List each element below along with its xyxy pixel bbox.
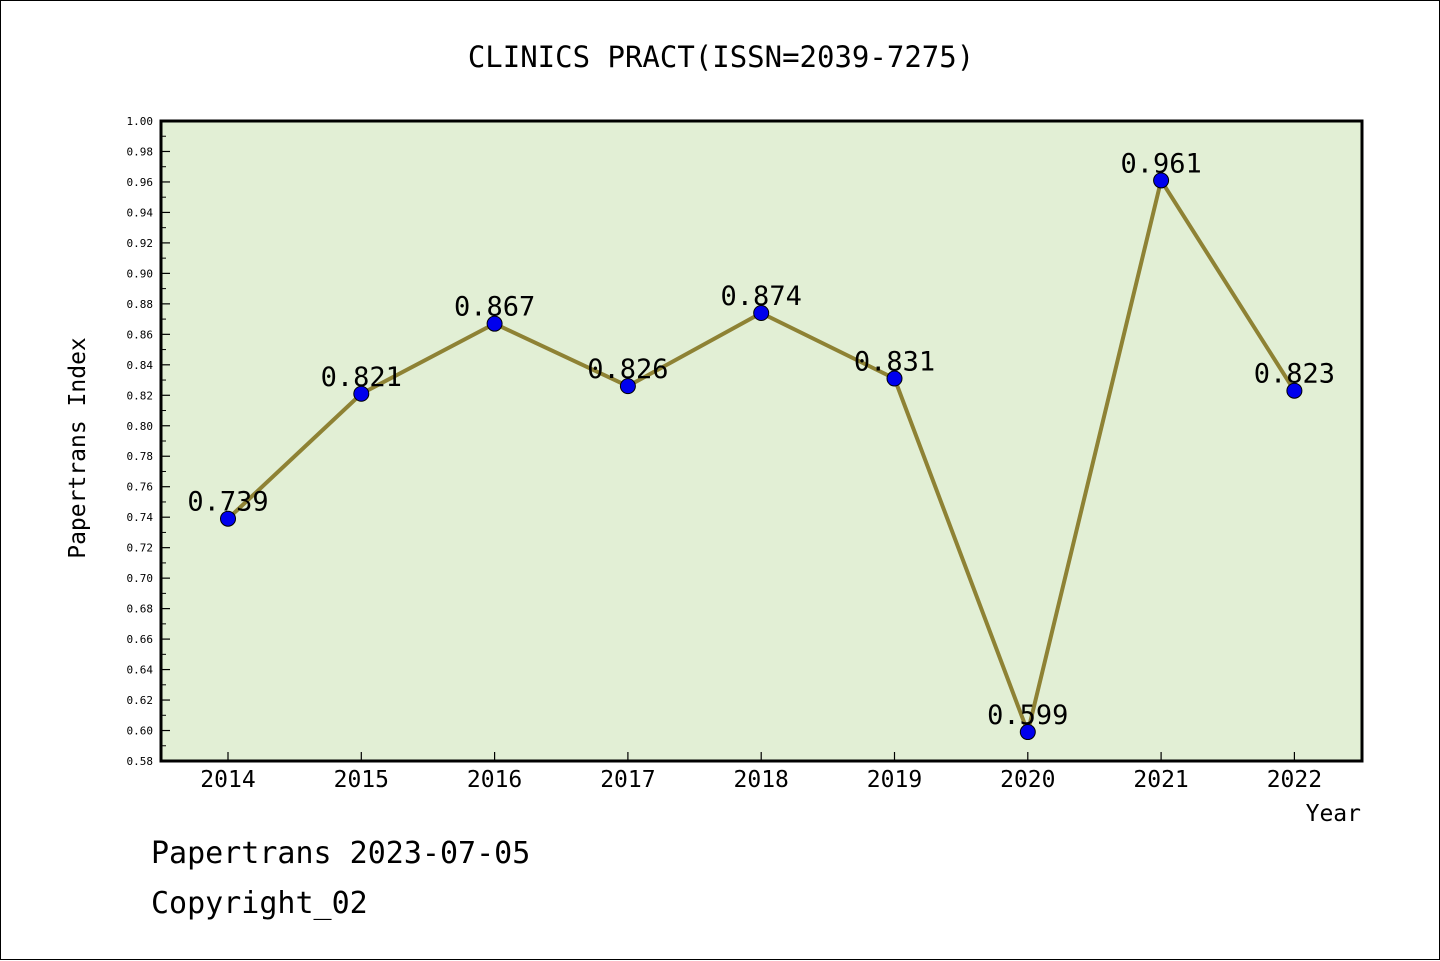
x-tick-label: 2022 [1267, 767, 1322, 793]
y-tick-label: 0.92 [127, 237, 154, 250]
y-tick-label: 0.74 [127, 511, 154, 524]
y-tick-label: 0.84 [127, 359, 154, 372]
data-point [1019, 724, 1036, 741]
x-tick-label: 2017 [600, 767, 655, 793]
data-label: 0.826 [587, 354, 668, 385]
data-point [353, 385, 370, 402]
data-label: 0.739 [187, 487, 268, 518]
x-tick-label: 2019 [867, 767, 922, 793]
y-axis-label: Papertrans Index [65, 337, 91, 559]
x-axis: 2014 2015 2016 2017 2018 2019 2020 2021 2022 [200, 752, 1322, 793]
y-tick-label: 0.60 [127, 725, 154, 738]
data-point [619, 378, 636, 395]
data-point [886, 370, 903, 387]
data-label: 0.867 [454, 292, 535, 323]
y-tick-label: 0.96 [127, 176, 154, 189]
x-tick-label: 2018 [734, 767, 789, 793]
y-tick-label: 0.82 [127, 389, 154, 402]
y-tick-label: 0.98 [127, 145, 154, 158]
y-tick-label: 0.94 [127, 206, 154, 219]
y-tick-label: 0.86 [127, 328, 154, 341]
x-tick-label: 2021 [1133, 767, 1188, 793]
data-point [1153, 172, 1170, 189]
y-tick-label: 0.66 [127, 633, 154, 646]
y-tick-label: 0.62 [127, 694, 154, 707]
data-label: 0.961 [1120, 148, 1201, 179]
series [220, 172, 1303, 741]
plot-area [159, 119, 1364, 763]
y-tick-label: 0.76 [127, 481, 154, 494]
y-tick-label: 0.78 [127, 450, 154, 463]
x-tick-label: 2015 [334, 767, 389, 793]
x-tick-label: 2020 [1000, 767, 1055, 793]
footer-date: Papertrans 2023-07-05 [151, 836, 531, 871]
data-label: 0.823 [1254, 359, 1335, 390]
x-tick-label: 2016 [467, 767, 522, 793]
y-tick-label: 0.68 [127, 603, 154, 616]
data-label: 0.821 [321, 362, 402, 393]
data-point [1286, 382, 1303, 399]
y-tick-label: 0.80 [127, 420, 154, 433]
y-tick-label: 0.70 [127, 572, 154, 585]
x-axis-label: Year [1306, 801, 1361, 827]
y-tick-label: 0.58 [127, 755, 154, 768]
y-tick-label: 0.88 [127, 298, 154, 311]
x-tick-label: 2014 [200, 767, 255, 793]
y-tick-label: 0.72 [127, 542, 154, 555]
y-tick-label: 0.90 [127, 267, 154, 280]
data-label: 0.831 [854, 347, 935, 378]
chart-title: CLINICS PRACT(ISSN=2039-7275) [468, 40, 974, 74]
y-tick-label: 1.00 [127, 115, 154, 128]
data-label: 0.599 [987, 700, 1068, 731]
data-point [486, 315, 503, 332]
footer-copyright: Copyright_02 [151, 886, 368, 921]
y-tick-label: 0.64 [127, 664, 154, 677]
data-labels: 0.739 0.821 0.867 0.826 0.874 0.831 0.599 0.961… [187, 148, 1335, 731]
data-label: 0.874 [721, 281, 802, 312]
data-point [220, 510, 236, 527]
y-axis: 0.58 0.60 0.62 0.64 0.66 0.68 0.70 0.72 0.74 0.76… [127, 115, 170, 768]
data-point [753, 305, 770, 321]
